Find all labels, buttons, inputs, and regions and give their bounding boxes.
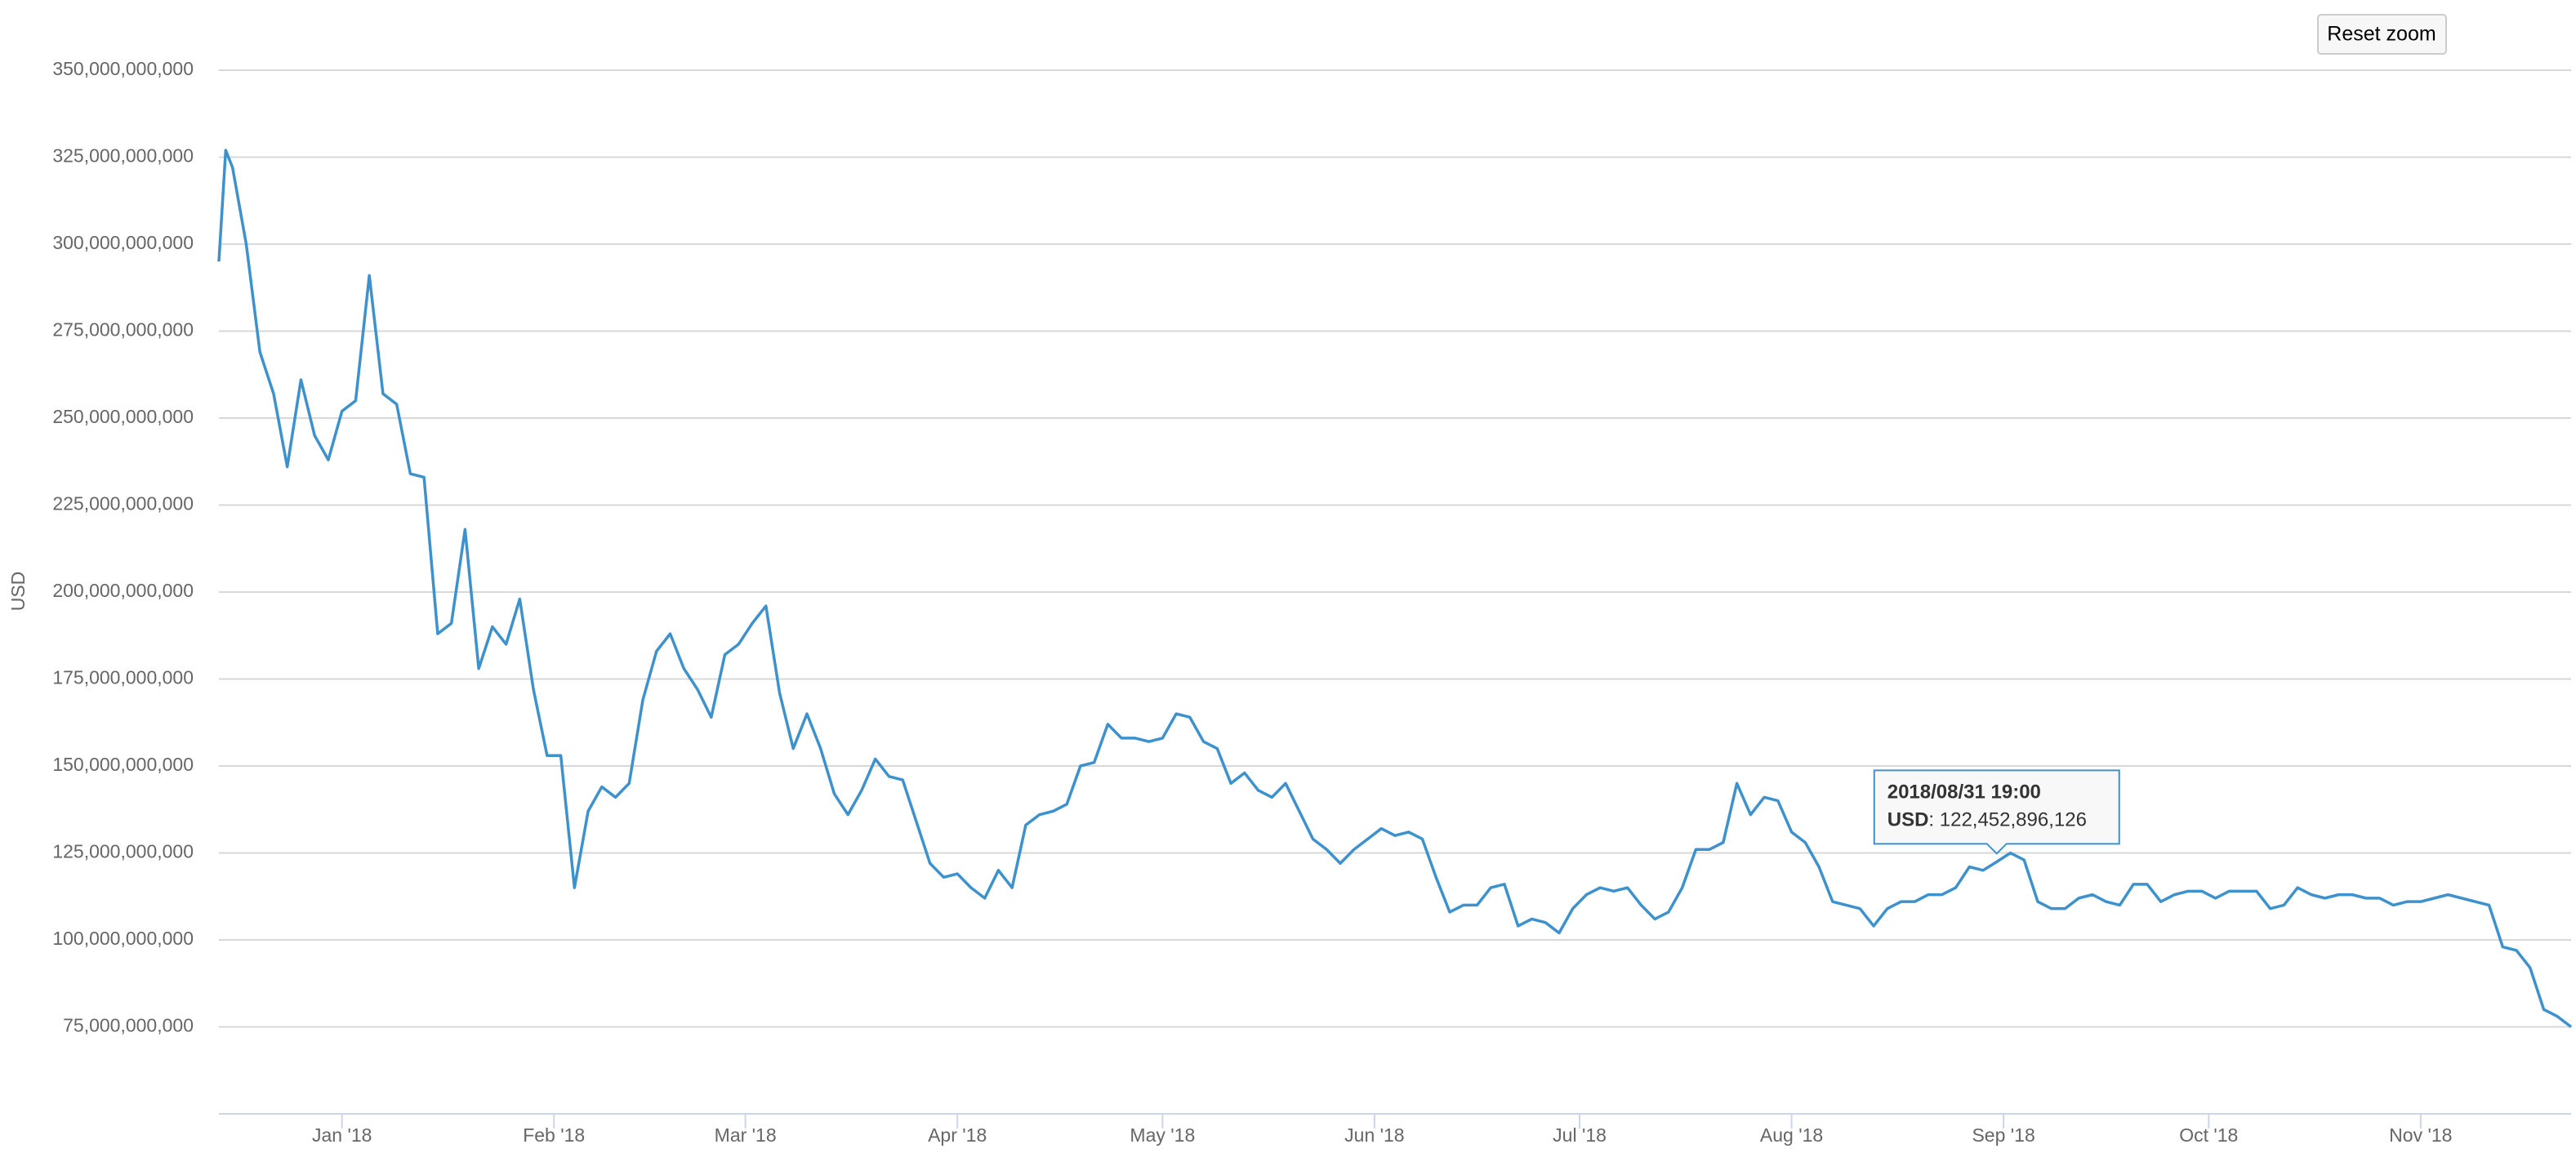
- x-tick-label: May '18: [1130, 1124, 1195, 1146]
- x-tick-label: Jun '18: [1344, 1124, 1404, 1146]
- y-tick-label: 300,000,000,000: [52, 232, 194, 253]
- tooltip-series-name: USD: [1887, 809, 1929, 831]
- y-tick-label: 150,000,000,000: [52, 754, 194, 775]
- y-tick-label: 100,000,000,000: [52, 928, 194, 949]
- x-tick-label: Jan '18: [312, 1124, 372, 1146]
- x-tick-label: Apr '18: [928, 1124, 987, 1146]
- tooltip-box: [1873, 769, 2120, 855]
- button-background[interactable]: [2317, 14, 2447, 55]
- tooltip-value-line: USD: 122,452,896,126: [1887, 809, 2087, 831]
- y-tick-label: 125,000,000,000: [52, 841, 194, 862]
- x-tick-label: Jul '18: [1553, 1124, 1607, 1146]
- y-tick-label: 175,000,000,000: [52, 667, 194, 688]
- y-axis-label: USD: [7, 572, 29, 612]
- y-tick-label: 325,000,000,000: [52, 145, 194, 167]
- x-tick-label: Oct '18: [2179, 1124, 2238, 1146]
- y-tick-label: 200,000,000,000: [52, 580, 194, 601]
- reset-zoom-button[interactable]: Reset zoom: [2317, 14, 2447, 55]
- tooltip: 2018/08/31 19:00 USD: 122,452,896,126: [1873, 769, 2120, 855]
- y-tick-label: 75,000,000,000: [63, 1015, 194, 1036]
- data-line: [217, 149, 2573, 1028]
- x-tick-label: Aug '18: [1760, 1124, 1823, 1146]
- y-tick-label: 275,000,000,000: [52, 319, 194, 341]
- y-tick-label: 350,000,000,000: [52, 58, 194, 79]
- button-label[interactable]: Reset zoom: [2327, 23, 2436, 46]
- y-tick-label: 250,000,000,000: [52, 406, 194, 427]
- x-tick-label: Sep '18: [1972, 1124, 2035, 1146]
- x-tick-label: Feb '18: [523, 1124, 585, 1146]
- tooltip-value: 122,452,896,126: [1940, 809, 2087, 831]
- tooltip-date: 2018/08/31 19:00: [1887, 781, 2041, 804]
- x-tick-label: Nov '18: [2389, 1124, 2452, 1146]
- x-tick-label: Mar '18: [715, 1124, 777, 1146]
- y-tick-label: 225,000,000,000: [52, 493, 194, 514]
- tooltip-separator: :: [1928, 809, 1939, 831]
